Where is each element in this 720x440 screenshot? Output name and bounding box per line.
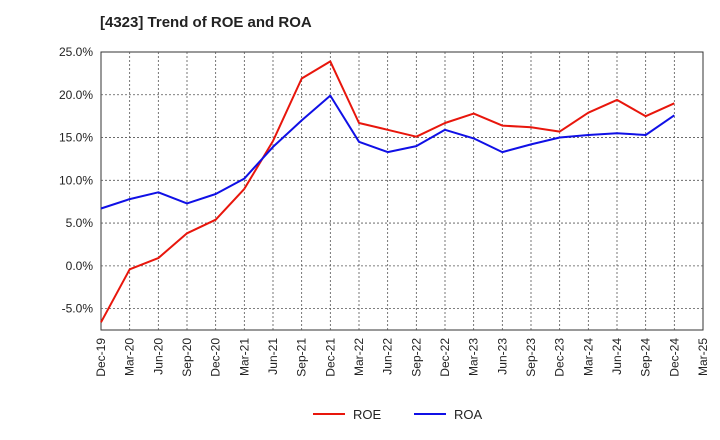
plot-area [100, 51, 704, 331]
x-tick-label: Mar-24 [581, 338, 595, 376]
series-line-roe [100, 60, 675, 323]
x-tick-label: Sep-22 [409, 338, 423, 377]
x-tick-label: Mar-23 [467, 338, 481, 376]
y-tick-label: 15.0% [59, 131, 93, 145]
series-line-roa [100, 94, 675, 210]
x-tick-label: Jun-21 [266, 338, 280, 375]
y-tick-label: 5.0% [66, 216, 94, 230]
x-tick-label: Sep-24 [639, 338, 653, 377]
y-tick-label: 20.0% [59, 88, 93, 102]
legend-label-roe: ROE [353, 407, 382, 422]
x-tick-label: Dec-21 [323, 338, 337, 377]
x-tick-label: Mar-20 [123, 338, 137, 376]
y-tick-label: -5.0% [62, 302, 94, 316]
x-tick-label: Jun-23 [495, 338, 509, 375]
x-tick-label: Mar-22 [352, 338, 366, 376]
x-tick-label: Dec-19 [94, 338, 108, 377]
y-tick-label: 10.0% [59, 173, 93, 187]
x-tick-label: Dec-20 [209, 338, 223, 377]
x-tick-label: Sep-21 [295, 338, 309, 377]
x-tick-label: Dec-23 [553, 338, 567, 377]
x-tick-label: Jun-20 [151, 338, 165, 375]
y-tick-label: 25.0% [59, 45, 93, 59]
x-tick-label: Dec-24 [667, 338, 681, 377]
x-tick-label: Jun-24 [610, 338, 624, 375]
legend-label-roa: ROA [454, 407, 483, 422]
chart-title: [4323] Trend of ROE and ROA [100, 14, 312, 31]
x-tick-label: Jun-22 [381, 338, 395, 375]
x-tick-label: Dec-22 [438, 338, 452, 377]
y-tick-label: 0.0% [66, 259, 94, 273]
x-tick-label: Mar-21 [237, 338, 251, 376]
x-tick-label: Sep-20 [180, 338, 194, 377]
x-tick-label: Sep-23 [524, 338, 538, 377]
x-tick-label: Mar-25 [696, 338, 710, 376]
